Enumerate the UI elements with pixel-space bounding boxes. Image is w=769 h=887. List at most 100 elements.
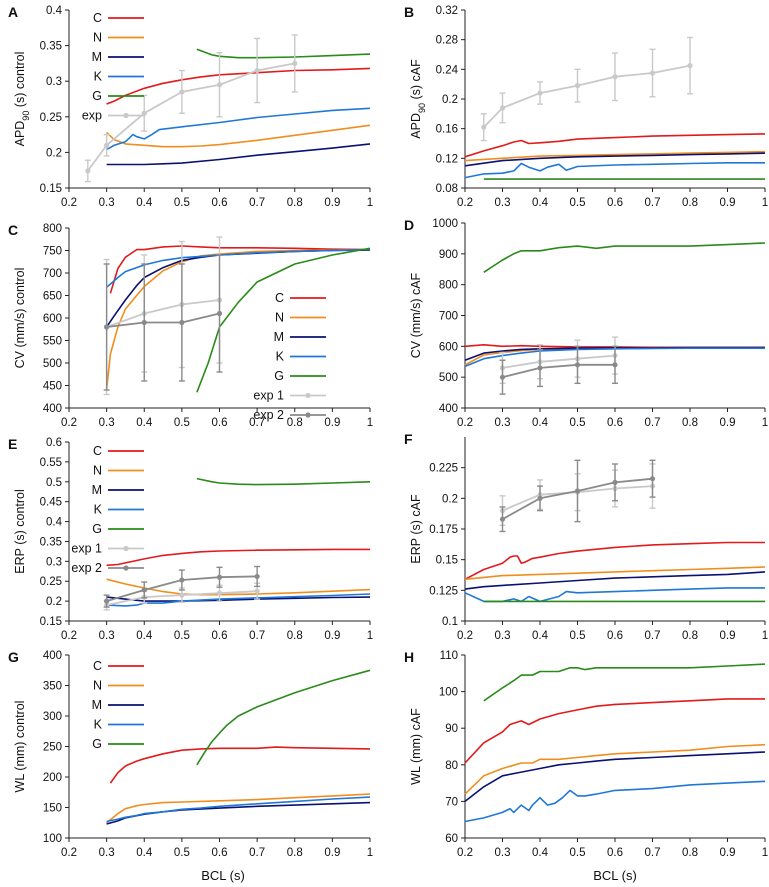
line-c-f	[464, 541, 765, 581]
line-exp-2-c	[106, 312, 220, 328]
series-n-c	[105, 249, 370, 391]
line-g-a	[196, 48, 371, 59]
x-tick-label-b: 1	[762, 197, 768, 209]
data-point-d	[499, 374, 506, 380]
y-tick-label-g: 150	[43, 803, 62, 815]
data-point-f	[499, 516, 506, 522]
x-tick-label-d: 0.4	[532, 417, 549, 429]
y-tick-label-f: 0.15	[436, 555, 458, 567]
legend-label-c: C	[275, 291, 284, 305]
y-tick-label-e: 0.6	[46, 437, 62, 449]
line-g-h	[483, 663, 766, 702]
panel-e: E 0.2 0.3 0.4 0.5 0.6 0.7 0.8 0.9 1 0.15 0.2 0.25 0.3…	[8, 436, 373, 642]
data-point-f	[537, 495, 543, 501]
y-tick-label-b: 0.32	[436, 5, 458, 17]
x-tick-label-g: 0.2	[61, 847, 77, 859]
x-tick-label-c: 0.8	[287, 417, 303, 429]
legend-label-exp-2: exp 2	[253, 408, 284, 422]
y-tick-label-d: 1000	[432, 218, 458, 230]
line-k-g	[106, 796, 371, 823]
x-tick-label-e: 0.3	[99, 630, 115, 642]
series-exp-b	[480, 36, 693, 142]
legend-label-n: N	[93, 679, 102, 693]
x-tick-label-h: 0.8	[682, 847, 698, 859]
y-tick-label-a: 0.15	[40, 183, 62, 195]
panel-g: G 0.2 0.3 0.4 0.5 0.6 0.7 0.8 0.9 1 100 150 200 250 30…	[8, 649, 373, 859]
line-g-d	[483, 242, 766, 273]
line-k-a	[106, 107, 371, 151]
panel-letter-e: E	[8, 436, 17, 452]
x-tick-label-d: 1	[762, 417, 768, 429]
line-n-g	[106, 793, 371, 824]
legend-label-g: G	[92, 737, 102, 751]
series-exp-a	[84, 34, 298, 183]
line-k-b	[464, 162, 765, 179]
series-m-f	[464, 571, 766, 590]
y-tick-label-h: 60	[445, 833, 458, 845]
x-tick-label-b: 0.2	[457, 197, 473, 209]
x-tick-label-a: 1	[367, 197, 373, 209]
data-point-c	[216, 310, 223, 317]
x-tick-label-e: 0.5	[174, 630, 190, 642]
legend-label-m: M	[92, 483, 102, 497]
series-n-f	[464, 566, 766, 581]
y-tick-label-d: 500	[439, 372, 458, 384]
y-axis-label-f: ERP (s) cAF	[409, 494, 423, 564]
data-point-b	[537, 90, 543, 96]
panel-letter-g: G	[8, 649, 19, 665]
x-tick-label-e: 0.6	[212, 630, 228, 642]
x-tick-label-a: 0.5	[174, 197, 190, 209]
panel-letter-h: H	[404, 649, 414, 665]
y-tick-label-a: 0.4	[46, 5, 63, 17]
line-n-b	[464, 150, 766, 162]
line-k-f	[464, 587, 765, 603]
x-tick-label-f: 0.7	[645, 630, 661, 642]
x-tick-label-f: 0.3	[495, 630, 511, 642]
series-exp-2-f	[499, 459, 656, 533]
series-g-g	[196, 669, 371, 766]
x-tick-label-b: 0.4	[532, 197, 549, 209]
legend-label-c: C	[93, 11, 102, 25]
legend-marker-exp-2	[305, 412, 311, 418]
legend-label-n: N	[93, 464, 102, 478]
y-axis-label-g: WL (mm) control	[13, 701, 27, 793]
y-tick-label-e: 0.55	[40, 457, 62, 469]
series-exp-2-d	[499, 345, 618, 395]
legend-label-g: G	[92, 522, 102, 536]
series-k-f	[464, 587, 765, 603]
series-g-h	[483, 663, 766, 702]
x-tick-label-c: 0.9	[324, 417, 340, 429]
y-tick-label-b: 0.28	[436, 35, 458, 47]
series-k-a	[106, 107, 371, 151]
y-tick-label-b: 0.12	[436, 153, 458, 165]
panel-letter-f: F	[404, 431, 413, 447]
panel-b: B 0.2 0.3 0.4 0.5 0.6 0.7 0.8 0.9 1 0.08 0.12 0.16 0.…	[404, 4, 768, 209]
data-point-a	[141, 110, 147, 116]
panel-letter-b: B	[404, 4, 414, 20]
data-point-b	[574, 83, 581, 89]
data-point-e	[254, 573, 260, 580]
y-tick-label-g: 100	[43, 833, 62, 845]
x-tick-label-d: 0.8	[682, 417, 698, 429]
x-tick-label-g: 0.9	[324, 847, 340, 859]
y-tick-label-c: 400	[43, 403, 62, 415]
y-tick-label-b: 0.16	[436, 124, 458, 136]
series-c-e	[106, 548, 370, 567]
x-tick-label-c: 0.6	[212, 417, 228, 429]
series-k-g	[106, 796, 371, 823]
series-c-g	[109, 746, 371, 784]
line-m-a	[106, 143, 371, 166]
x-tick-label-h: 0.5	[570, 847, 586, 859]
legend-label-g: G	[274, 369, 284, 383]
x-tick-label-c: 0.4	[136, 417, 153, 429]
data-point-c	[141, 319, 147, 326]
legend-label-exp-1: exp 1	[71, 542, 102, 556]
x-tick-label-a: 0.4	[136, 197, 153, 209]
y-tick-label-g: 300	[43, 711, 62, 723]
legend-label-m: M	[274, 330, 284, 344]
y-tick-label-d: 900	[439, 249, 458, 261]
y-tick-label-b: 0.2	[442, 94, 458, 106]
x-tick-label-d: 0.3	[495, 417, 511, 429]
data-point-b	[499, 105, 506, 111]
y-tick-label-c: 500	[43, 358, 62, 370]
